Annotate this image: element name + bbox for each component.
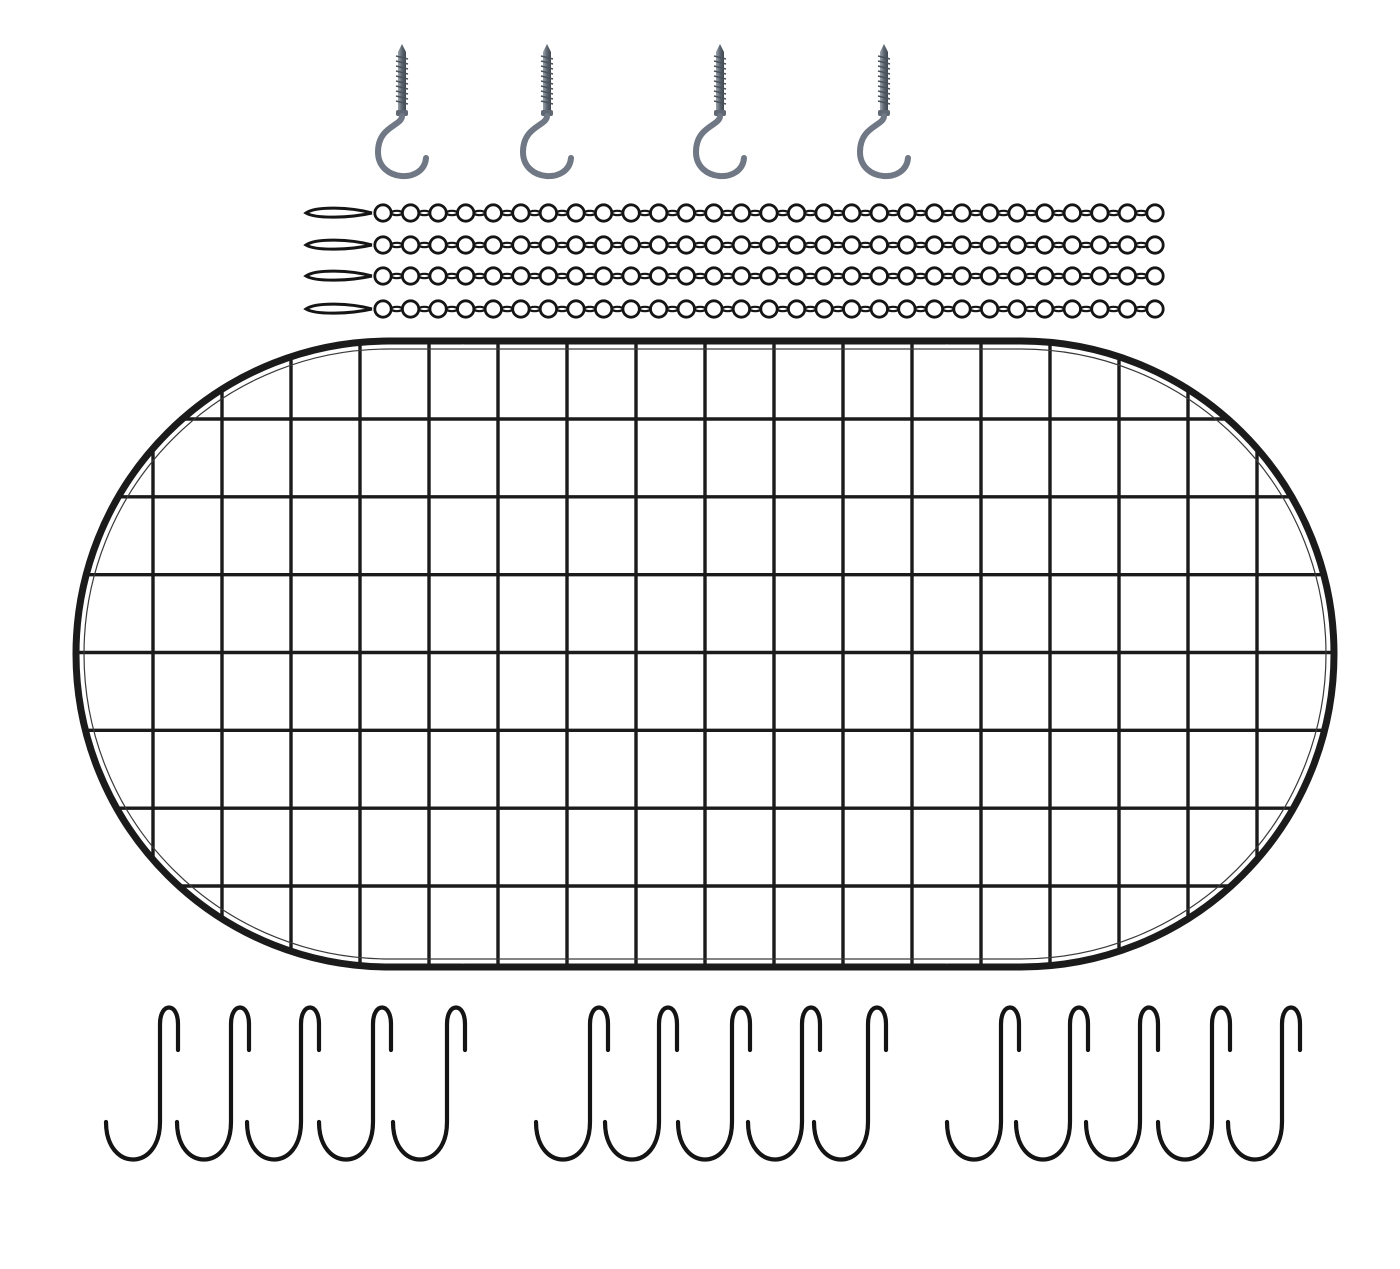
s-hook-icon xyxy=(944,1005,1022,1162)
s-hook-icon xyxy=(1083,1005,1161,1162)
chain-icon xyxy=(303,235,1165,255)
s-hook-icon xyxy=(811,1005,889,1162)
chain-icon xyxy=(303,299,1165,319)
s-hook-icon xyxy=(103,1005,181,1162)
s-hook-icon xyxy=(675,1005,753,1162)
s-hook-icon xyxy=(1013,1005,1091,1162)
s-hook-icon xyxy=(316,1005,394,1162)
chains-group xyxy=(303,203,1165,319)
s-hook-icon xyxy=(1225,1005,1303,1162)
s-hook-icon xyxy=(745,1005,823,1162)
s-hook-icon xyxy=(602,1005,680,1162)
screw-hook-icon xyxy=(692,44,747,180)
s-hook-icon xyxy=(533,1005,611,1162)
s-hook-icon xyxy=(1155,1005,1233,1162)
chain-icon xyxy=(303,266,1165,286)
s-hook-icon xyxy=(390,1005,468,1162)
s-hook-icon xyxy=(244,1005,322,1162)
screw-hook-icon xyxy=(519,44,574,180)
s-hooks-group xyxy=(103,1005,1303,1162)
chain-icon xyxy=(303,203,1165,223)
ceiling-hooks-group xyxy=(374,44,911,180)
screw-hook-icon xyxy=(856,44,911,180)
s-hook-icon xyxy=(174,1005,252,1162)
screw-hook-icon xyxy=(374,44,429,180)
rack-frame xyxy=(72,337,1338,971)
